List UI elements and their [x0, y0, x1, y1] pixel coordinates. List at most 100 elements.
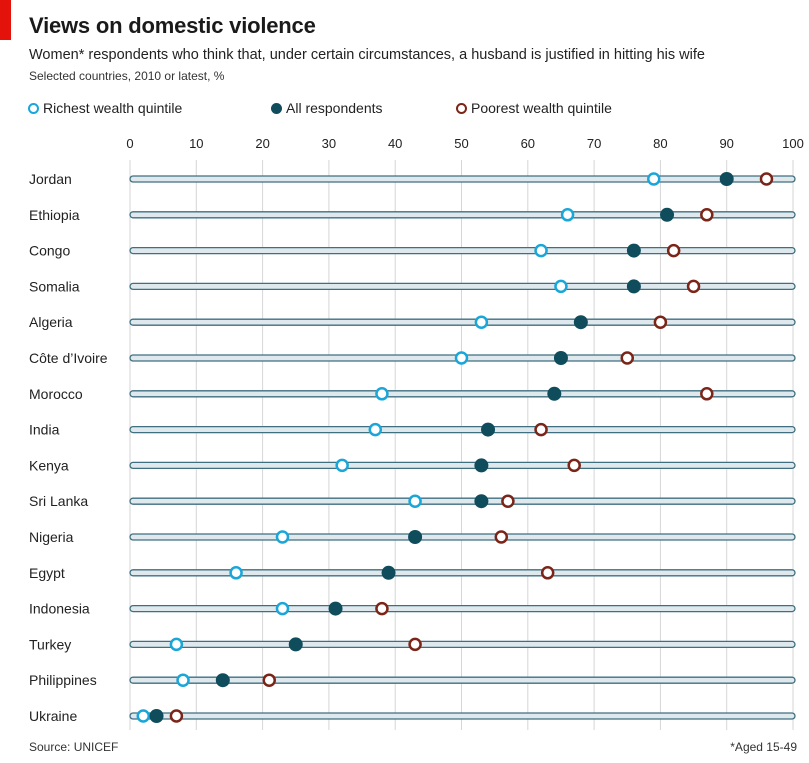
- point-all: [215, 673, 230, 688]
- point-all: [660, 207, 675, 222]
- country-label: Philippines: [29, 672, 97, 688]
- point-richest: [375, 387, 389, 401]
- country-label: Morocco: [29, 386, 83, 402]
- point-richest: [647, 172, 661, 186]
- point-all: [381, 565, 396, 580]
- country-label: Ukraine: [29, 708, 77, 724]
- point-all: [626, 279, 641, 294]
- point-poorest: [494, 530, 509, 544]
- point-poorest: [534, 422, 548, 437]
- point-all: [553, 351, 568, 365]
- legend-item-all: All respondents: [271, 100, 383, 116]
- row-bar: [129, 211, 796, 219]
- point-poorest: [620, 351, 634, 365]
- point-all: [719, 172, 734, 186]
- x-tick-label: 100: [782, 136, 804, 151]
- country-label: Kenya: [29, 457, 69, 473]
- row-bar: [129, 676, 796, 684]
- point-all: [408, 530, 423, 544]
- country-label: Nigeria: [29, 529, 74, 545]
- point-richest: [229, 566, 243, 580]
- brand-red-tag: [0, 0, 11, 40]
- point-richest: [454, 351, 469, 365]
- point-richest: [176, 673, 190, 687]
- row-bar: [129, 640, 796, 649]
- country-label: Congo: [29, 243, 70, 259]
- row-bar: [129, 569, 796, 577]
- point-richest: [408, 494, 422, 508]
- point-all: [474, 494, 489, 509]
- country-label: Indonesia: [29, 601, 90, 617]
- row-bar: [129, 425, 796, 434]
- legend-poorest-label: Poorest wealth quintile: [471, 100, 612, 116]
- point-poorest: [375, 601, 389, 616]
- legend-poorest-marker-icon: [456, 102, 467, 114]
- row-bar: [129, 390, 796, 398]
- x-tick-label: 30: [322, 136, 336, 151]
- point-poorest: [408, 637, 422, 652]
- row-bar: [129, 533, 796, 541]
- point-poorest: [653, 315, 668, 329]
- row-bar: [129, 318, 796, 326]
- chart-title: Views on domestic violence: [29, 13, 316, 38]
- point-richest: [534, 243, 548, 258]
- point-poorest: [501, 494, 515, 508]
- x-tick-label: 70: [587, 136, 601, 151]
- point-poorest: [540, 566, 555, 580]
- point-poorest: [700, 387, 714, 401]
- point-poorest: [169, 709, 184, 723]
- point-richest: [169, 637, 184, 652]
- x-tick-label: 80: [653, 136, 667, 151]
- point-richest: [335, 458, 349, 473]
- row-bar: [129, 604, 796, 613]
- footnote: *Aged 15-49: [730, 740, 797, 754]
- row-bar: [129, 712, 796, 720]
- legend: Richest wealth quintile All respondents …: [28, 100, 728, 120]
- legend-richest-marker-icon: [28, 102, 39, 114]
- point-poorest: [759, 172, 774, 186]
- point-all: [474, 458, 489, 473]
- country-label: Ethiopia: [29, 207, 80, 223]
- point-all: [573, 315, 588, 330]
- chart-subsubtitle: Selected countries, 2010 or latest, %: [29, 69, 225, 83]
- point-all: [481, 422, 496, 437]
- country-label: Côte d’Ivoire: [29, 350, 108, 366]
- point-all: [149, 709, 164, 723]
- x-tick-label: 50: [454, 136, 468, 151]
- row-bar: [129, 461, 796, 470]
- point-poorest: [567, 458, 581, 473]
- row-bar: [129, 497, 796, 505]
- legend-item-richest: Richest wealth quintile: [28, 100, 182, 116]
- point-richest: [275, 530, 290, 544]
- point-all: [547, 386, 562, 401]
- x-tick-label: 40: [388, 136, 402, 151]
- point-richest: [474, 315, 489, 329]
- legend-all-label: All respondents: [286, 100, 383, 116]
- country-label: Somalia: [29, 278, 80, 294]
- point-all: [626, 243, 641, 258]
- country-label: Turkey: [29, 636, 71, 652]
- point-poorest: [666, 243, 681, 258]
- x-tick-label: 90: [719, 136, 733, 151]
- point-poorest: [686, 279, 701, 294]
- country-label: Algeria: [29, 314, 73, 330]
- point-richest: [136, 709, 151, 723]
- point-all: [288, 637, 303, 652]
- point-richest: [560, 208, 575, 222]
- point-poorest: [262, 673, 276, 687]
- x-tick-label: 0: [126, 136, 133, 151]
- chart-subtitle: Women* respondents who think that, under…: [29, 47, 705, 63]
- country-label: Jordan: [29, 171, 72, 187]
- point-richest: [554, 279, 568, 294]
- point-richest: [368, 422, 383, 437]
- source-note: Source: UNICEF: [29, 740, 119, 754]
- x-tick-label: 10: [189, 136, 203, 151]
- country-label: India: [29, 422, 60, 438]
- point-richest: [275, 601, 290, 616]
- point-all: [328, 601, 343, 616]
- legend-item-poorest: Poorest wealth quintile: [456, 100, 612, 116]
- country-label: Sri Lanka: [29, 493, 88, 509]
- x-tick-label: 20: [255, 136, 269, 151]
- country-label: Egypt: [29, 565, 65, 581]
